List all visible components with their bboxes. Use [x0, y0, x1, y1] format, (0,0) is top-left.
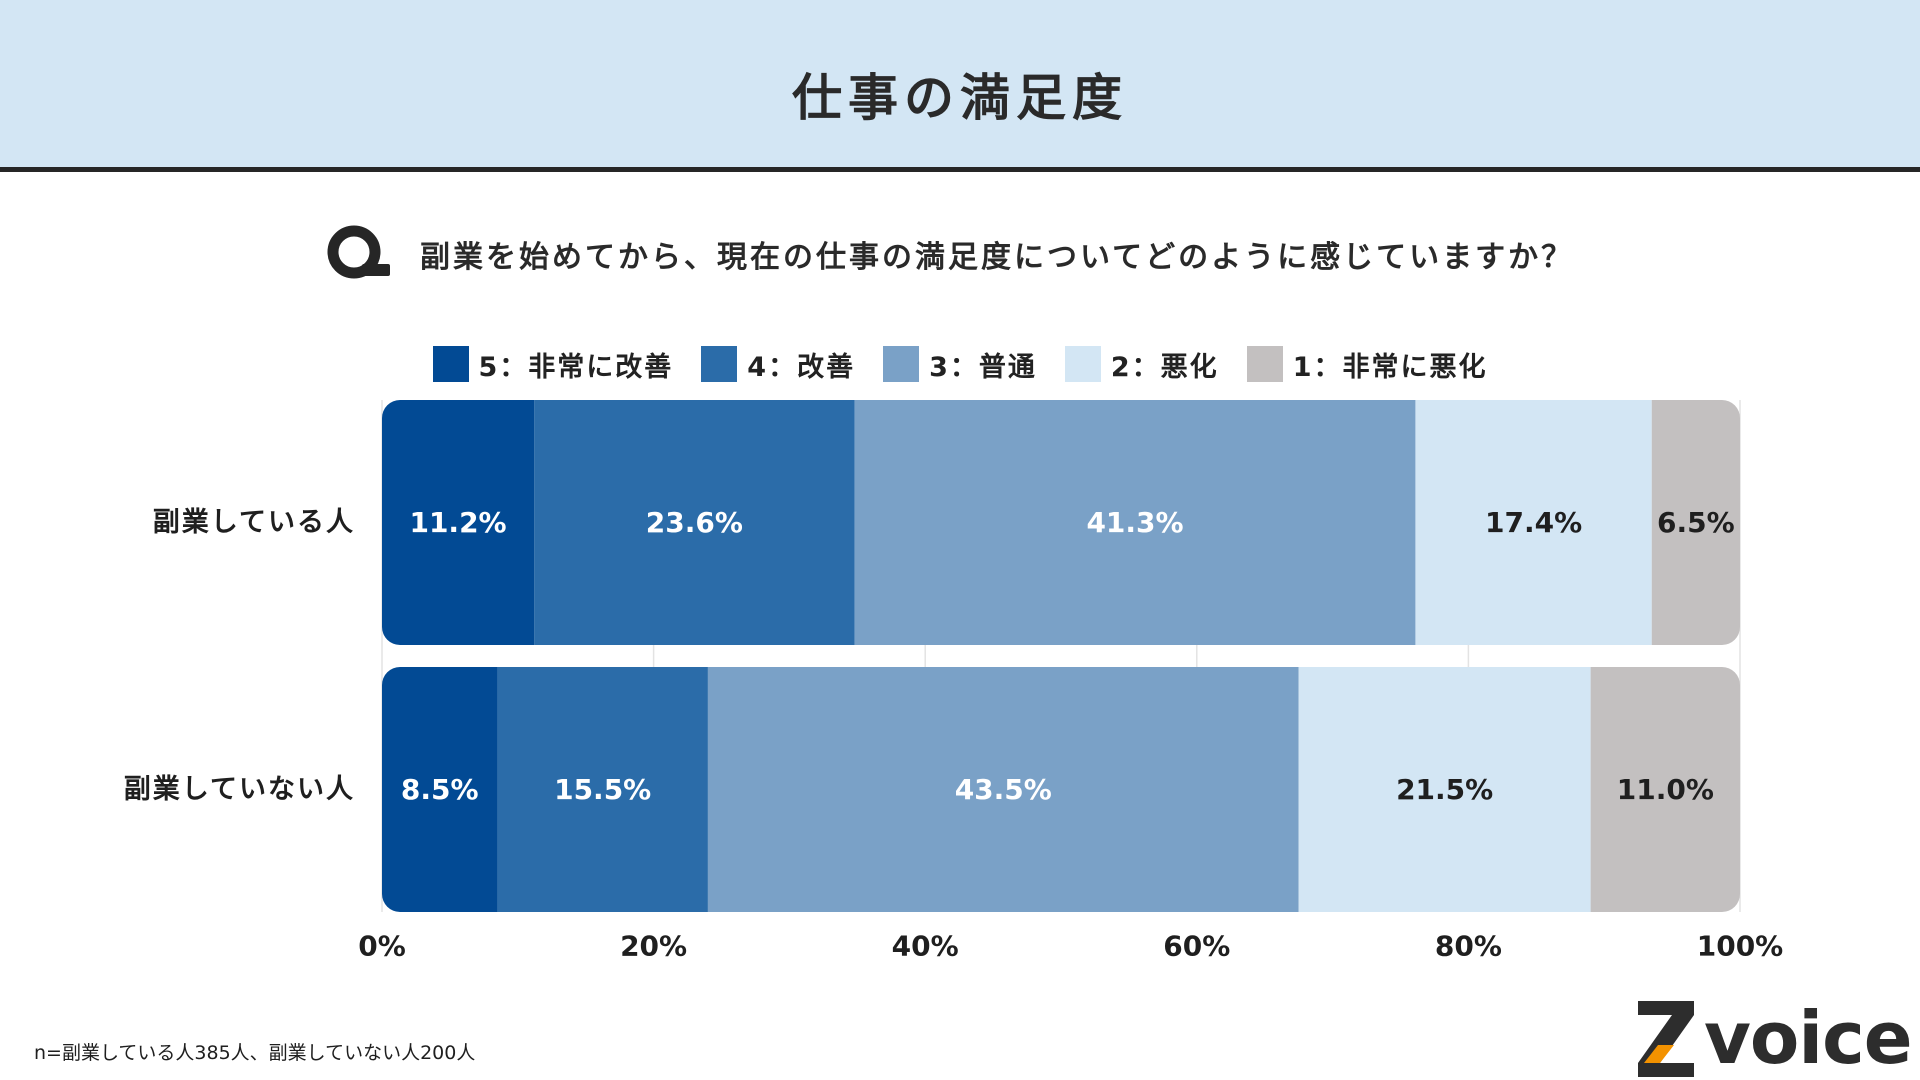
- bar-value-label: 11.2%: [409, 506, 506, 539]
- page-title: 仕事の満足度: [792, 69, 1128, 127]
- legend-label: 4：改善: [747, 351, 856, 383]
- bar-value-label: 8.5%: [401, 773, 479, 806]
- legend-swatch: [432, 346, 469, 382]
- logo-text: voice: [1704, 996, 1913, 1080]
- legend-item-2: 2：悪化: [1064, 345, 1219, 384]
- bar-row: [382, 400, 1740, 645]
- x-tick-label: 60%: [1163, 930, 1230, 963]
- legend-label: 1：非常に悪化: [1292, 351, 1488, 383]
- bar-value-label: 21.5%: [1396, 773, 1493, 806]
- legend-swatch: [1246, 346, 1283, 382]
- bar-value-label: 6.5%: [1657, 506, 1735, 539]
- header-banner: 仕事の満足度: [0, 0, 1920, 172]
- bar-value-label: 15.5%: [554, 773, 651, 806]
- sample-size-footnote: n=副業している人385人、副業していない人200人: [34, 1042, 476, 1064]
- x-tick-label: 0%: [358, 930, 406, 963]
- bar-value-label: 43.5%: [955, 773, 1052, 806]
- bar-segment: [1651, 400, 1740, 645]
- legend-swatch: [883, 346, 920, 382]
- legend-label: 3：普通: [929, 351, 1037, 383]
- category-label: 副業している人: [153, 507, 355, 538]
- question-q-icon: [327, 225, 390, 279]
- question-text: 副業を始めてから、現在の仕事の満足度についてどのように感じていますか？: [420, 240, 1575, 275]
- brand-logo: voice: [1636, 996, 1920, 1080]
- z-logo-mark-icon: [1638, 1001, 1694, 1077]
- legend-label: 2：悪化: [1110, 351, 1219, 383]
- bar-segment: [534, 400, 855, 645]
- bar-value-label: 23.6%: [646, 506, 743, 539]
- x-tick-label: 20%: [620, 930, 687, 963]
- bar-segment: [1298, 667, 1591, 912]
- bar-segment: [707, 667, 1299, 912]
- legend-item-5: 5：非常に改善: [432, 345, 674, 384]
- bar-segment: [1590, 667, 1740, 912]
- legend-swatch: [701, 346, 738, 382]
- legend-swatch: [1064, 346, 1101, 382]
- x-tick-label: 100%: [1697, 930, 1784, 963]
- x-tick-label: 40%: [892, 930, 959, 963]
- bar-segment: [854, 400, 1416, 645]
- bar-segment: [1415, 400, 1652, 645]
- legend-item-3: 3：普通: [883, 345, 1037, 384]
- chart-legend: 5：非常に改善 4：改善 3：普通 2：悪化 1：非常に悪化: [0, 345, 1920, 383]
- bar-segment: [497, 667, 708, 912]
- legend-item-1: 1：非常に悪化: [1246, 345, 1488, 384]
- bar-value-label: 41.3%: [1086, 506, 1183, 539]
- category-label: 副業していない人: [124, 774, 355, 805]
- bar-segment: [382, 667, 498, 912]
- bar-segment: [382, 400, 535, 645]
- bar-row: [382, 667, 1740, 912]
- x-tick-label: 80%: [1435, 930, 1502, 963]
- question-row: 副業を始めてから、現在の仕事の満足度についてどのように感じていますか？: [326, 224, 1574, 284]
- bar-value-label: 17.4%: [1485, 506, 1582, 539]
- legend-label: 5：非常に改善: [478, 351, 674, 383]
- bar-value-label: 11.0%: [1617, 773, 1714, 806]
- legend-item-4: 4：改善: [701, 345, 855, 384]
